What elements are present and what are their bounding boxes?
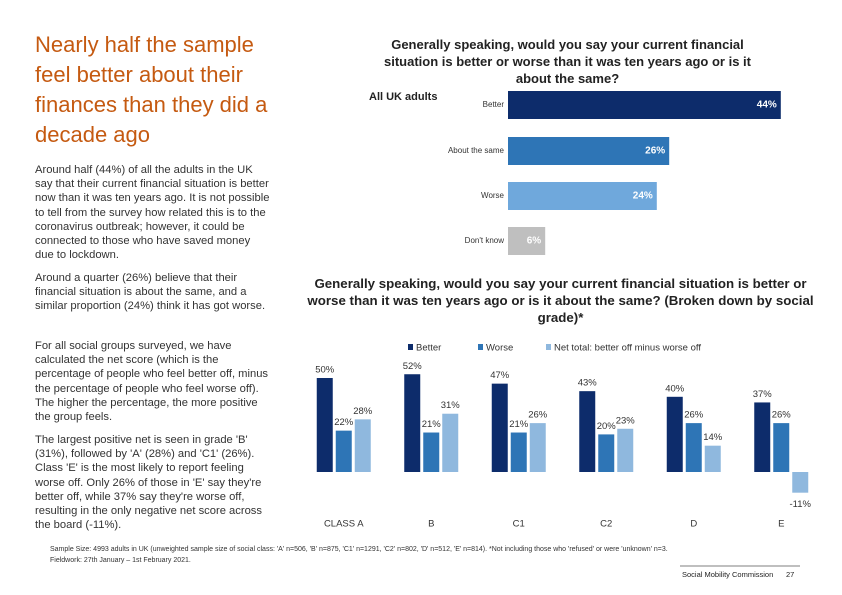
- value-label: 23%: [616, 415, 636, 426]
- value-label: -11%: [790, 499, 812, 510]
- value-label: 21%: [422, 419, 442, 430]
- bar: [529, 423, 546, 472]
- legend-label: Net total: better off minus worse off: [554, 343, 701, 354]
- bar: [508, 137, 670, 165]
- value-label: 50%: [315, 365, 335, 376]
- category-label: Better: [483, 100, 505, 109]
- bar: [423, 432, 440, 472]
- paragraph: Around a quarter (26%) believe that thei…: [35, 272, 266, 313]
- bar: [354, 419, 371, 472]
- bar: [617, 428, 634, 472]
- bar: [579, 391, 596, 472]
- slide-title: Nearly half the sample feel better about…: [35, 32, 268, 147]
- paragraph: The largest positive net is seen in grad…: [35, 434, 262, 532]
- legend-label: Worse: [486, 343, 513, 354]
- bar: [442, 413, 459, 472]
- bar: [773, 423, 790, 472]
- value-label: 40%: [665, 383, 685, 394]
- value-label: 26%: [528, 410, 548, 421]
- category-label: Worse: [481, 191, 505, 200]
- value-label: 22%: [334, 417, 354, 428]
- bar: [491, 383, 508, 472]
- bar: [754, 402, 771, 472]
- value-label: 31%: [441, 400, 461, 411]
- bar: [335, 430, 352, 472]
- bar: [598, 434, 615, 472]
- value-label: 21%: [509, 419, 529, 430]
- value-label: 43%: [578, 378, 598, 389]
- footnote: Sample Size: 4993 adults in UK (unweight…: [50, 546, 668, 553]
- legend-swatch: [546, 344, 551, 350]
- value-label: 26%: [772, 410, 792, 421]
- chart-subtitle: All UK adults: [369, 91, 438, 103]
- bar: [508, 91, 781, 119]
- value-label: 28%: [353, 406, 373, 417]
- x-tick-label: B: [428, 519, 434, 530]
- value-label: 26%: [684, 410, 704, 421]
- bar: [508, 182, 657, 210]
- x-tick-label: CLASS A: [324, 519, 364, 530]
- value-label: 26%: [645, 146, 665, 157]
- chart-title: Generally speaking, would you say your c…: [307, 276, 814, 325]
- legend-swatch: [478, 344, 483, 350]
- legend-label: Better: [416, 343, 441, 354]
- value-label: 24%: [633, 191, 653, 202]
- x-tick-label: C2: [600, 519, 612, 530]
- x-tick-label: D: [690, 519, 697, 530]
- value-label: 20%: [597, 421, 617, 432]
- value-label: 44%: [757, 100, 777, 111]
- category-label: About the same: [448, 146, 505, 155]
- value-label: 6%: [527, 236, 542, 247]
- value-label: 52%: [403, 361, 423, 372]
- paragraph: Around half (44%) of all the adults in t…: [35, 164, 270, 262]
- bar: [666, 396, 683, 472]
- page-number: 27: [786, 570, 795, 579]
- bar: [508, 227, 546, 255]
- value-label: 47%: [490, 370, 510, 381]
- category-label: Don't know: [465, 236, 505, 245]
- value-label: 14%: [703, 432, 723, 443]
- footer-org: Social Mobility Commission: [682, 570, 774, 579]
- bar: [792, 472, 809, 493]
- footnote: Fieldwork: 27th January – 1st February 2…: [50, 557, 191, 564]
- bar: [704, 445, 721, 472]
- bar: [404, 374, 421, 472]
- paragraph: For all social groups surveyed, we have …: [35, 340, 269, 424]
- legend-swatch: [408, 344, 413, 350]
- chart-title: Generally speaking, would you say your c…: [384, 37, 751, 86]
- bar: [510, 432, 527, 472]
- bar: [316, 378, 333, 472]
- x-tick-label: E: [778, 519, 784, 530]
- bar: [685, 423, 702, 472]
- x-tick-label: C1: [513, 519, 525, 530]
- value-label: 37%: [753, 389, 773, 400]
